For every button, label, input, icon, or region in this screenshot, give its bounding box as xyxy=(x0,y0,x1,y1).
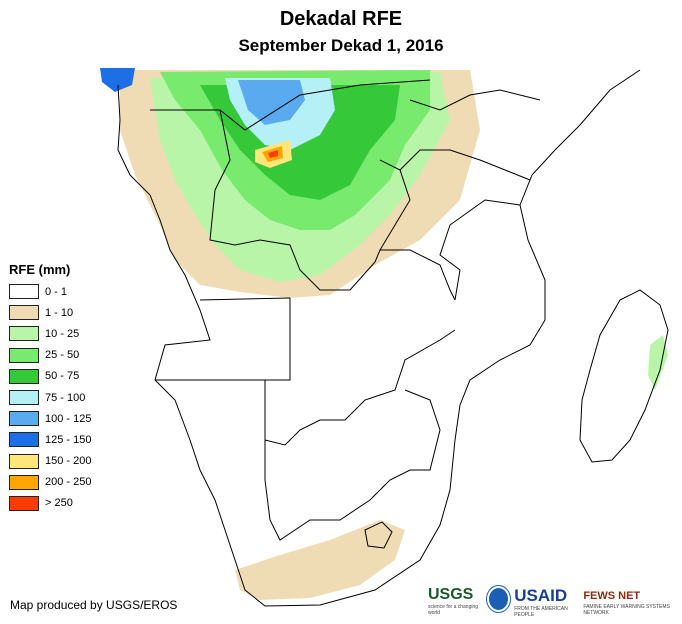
legend-item: 200 - 250 xyxy=(9,472,91,493)
legend-swatch xyxy=(9,474,39,490)
legend-item: 125 - 150 xyxy=(9,429,91,450)
legend-title: RFE (mm) xyxy=(9,262,71,277)
legend-item: 50 - 75 xyxy=(9,366,91,387)
legend-swatch xyxy=(9,411,39,427)
legend-item: 1 - 10 xyxy=(9,302,91,323)
map-subtitle: September Dekad 1, 2016 xyxy=(238,36,444,55)
legend-swatch xyxy=(9,305,39,321)
legend-swatch xyxy=(9,390,39,406)
boundaries xyxy=(117,69,669,607)
legend-swatch xyxy=(9,284,39,300)
legend-swatch xyxy=(9,432,39,448)
legend-swatch xyxy=(9,453,39,469)
legend-swatch xyxy=(9,495,39,511)
credit-text: Map produced by USGS/EROS xyxy=(10,598,178,612)
legend-item: 150 - 200 xyxy=(9,451,91,472)
legend-item: 25 - 50 xyxy=(9,345,91,366)
legend: RFE (mm) 0 - 1 1 - 10 10 - 25 25 - 50 50 - 7… xyxy=(9,262,91,514)
legend-label: 150 - 200 xyxy=(45,455,92,468)
rain-area-gt-250 xyxy=(268,150,278,158)
rain-area-125-150 xyxy=(100,68,135,92)
legend-label: 1 - 10 xyxy=(45,306,74,319)
legend-label: 50 - 75 xyxy=(45,370,80,383)
logo-strip: USGS science for a changing world USAID … xyxy=(428,586,682,618)
rain-area-100-125 xyxy=(238,80,305,125)
rainfall-field xyxy=(100,68,668,600)
border-4 xyxy=(264,298,456,446)
fewsnet-wordmark: FEWS NET xyxy=(583,590,641,602)
legend-item: 75 - 100 xyxy=(9,387,91,408)
border-8 xyxy=(379,159,411,251)
legend-swatch xyxy=(9,326,39,342)
fewsnet-logo: FEWS NET FAMINE EARLY WARNING SYSTEMS NE… xyxy=(583,586,682,616)
rain-area-south-coast xyxy=(235,520,405,600)
africa-coastline xyxy=(117,69,641,607)
usaid-logo: USAID FROM THE AMERICAN PEOPLE xyxy=(514,586,579,618)
legend-swatch xyxy=(9,368,39,384)
madagascar-outline xyxy=(579,289,669,463)
border-10 xyxy=(399,149,531,181)
legend-item: 100 - 125 xyxy=(9,408,91,429)
border-2 xyxy=(209,109,376,291)
legend-label: 125 - 150 xyxy=(45,433,92,446)
noaa-icon xyxy=(487,586,511,612)
legend-label: 75 - 100 xyxy=(45,391,86,404)
legend-item: 0 - 1 xyxy=(9,281,91,302)
border-7 xyxy=(264,389,441,541)
usaid-wordmark: USAID xyxy=(514,586,568,605)
legend-item: 10 - 25 xyxy=(9,323,91,344)
legend-label: 200 - 250 xyxy=(45,476,92,489)
legend-label: 10 - 25 xyxy=(45,327,80,340)
border-1 xyxy=(150,79,431,131)
legend-label: 100 - 125 xyxy=(45,412,92,425)
map-title: Dekadal RFE xyxy=(279,8,403,30)
usgs-wordmark: USGS xyxy=(428,586,474,603)
border-3 xyxy=(374,249,456,301)
rain-area-madagascar-east xyxy=(648,335,668,390)
border-9 xyxy=(439,199,521,301)
usaid-tagline: FROM THE AMERICAN PEOPLE xyxy=(514,606,568,618)
border-11 xyxy=(409,89,541,111)
legend-label: > 250 xyxy=(45,497,73,510)
legend-swatch xyxy=(9,347,39,363)
legend-item: > 250 xyxy=(9,493,91,514)
usgs-logo: USGS science for a changing world xyxy=(428,586,483,616)
legend-label: 25 - 50 xyxy=(45,349,80,362)
legend-label: 0 - 1 xyxy=(45,285,68,298)
fewsnet-tagline: FAMINE EARLY WARNING SYSTEMS NETWORK xyxy=(583,604,670,616)
lesotho-outline xyxy=(364,521,393,549)
border-5 xyxy=(199,297,291,301)
usgs-tagline: science for a changing world xyxy=(428,604,479,616)
